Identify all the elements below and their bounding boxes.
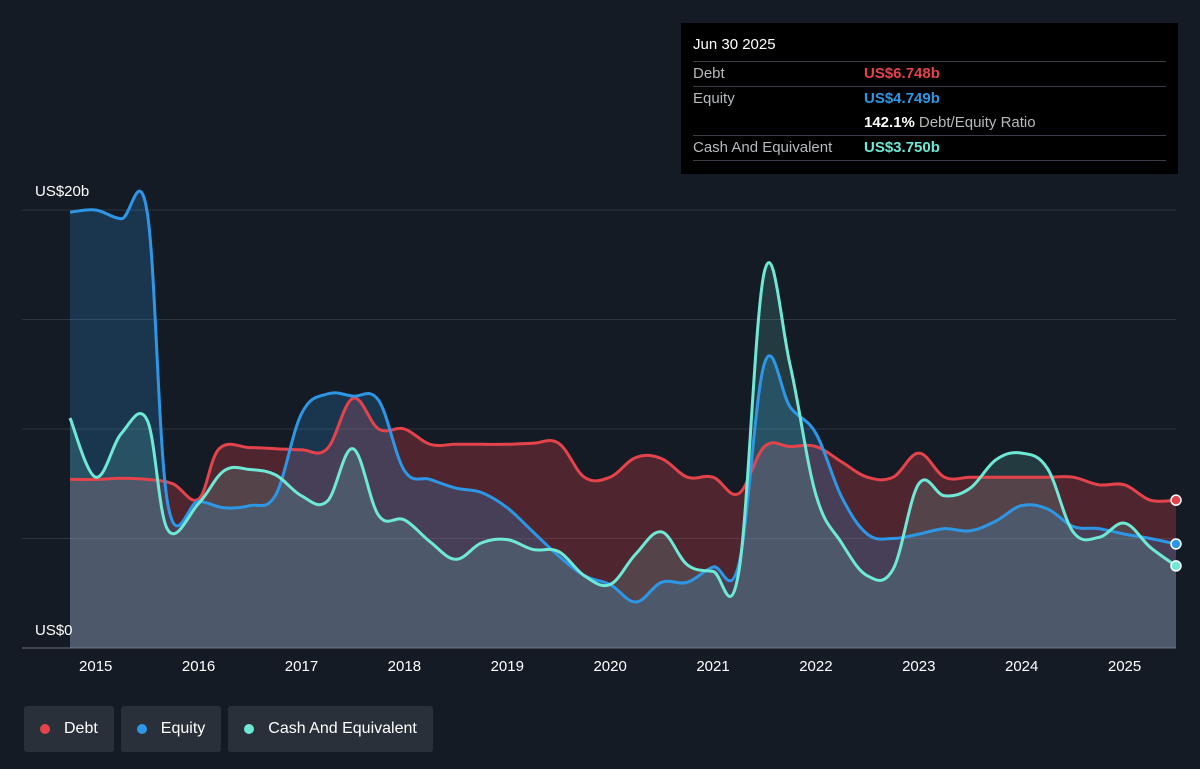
equity-area [70,191,1176,648]
tooltip-date: Jun 30 2025 [693,36,776,53]
cash-dot-icon [244,724,255,734]
legend-item-equity[interactable]: Equity [120,706,222,752]
x-tick-2021: 2021 [696,658,730,675]
y-axis-min-label: US$0 [35,622,73,639]
x-tick-2020: 2020 [593,658,627,675]
legend-equity-label: Equity [160,720,206,737]
debt-line [69,396,1177,503]
tooltip-debt-row: Debt US$6.748b [693,61,1166,86]
tooltip-equity-value: US$4.749b [864,90,940,107]
x-tick-2023: 2023 [902,658,936,675]
tooltip-ratio-value: 142.1% [864,114,915,131]
hover-tooltip: Jun 30 2025 Debt US$6.748b Equity US$4.7… [681,23,1178,174]
legend-item-debt[interactable]: Debt [24,706,114,752]
legend-debt-label: Debt [64,720,98,737]
x-tick-2022: 2022 [799,658,833,675]
gridlines [22,209,1176,649]
y-axis-max-label: US$20b [35,183,90,200]
cash-and-equivalent-end-point [1170,560,1182,572]
tooltip-equity-label: Equity [693,90,735,107]
x-tick-2018: 2018 [387,658,422,675]
equity-dot-icon [136,724,147,734]
x-tick-2024: 2024 [1004,658,1039,675]
x-tick-2015: 2015 [79,658,113,675]
tooltip-ratio-label: Debt/Equity Ratio [918,114,1036,131]
debt-dot-icon [40,724,50,734]
tooltip-ratio-row: 142.1% Debt/Equity Ratio [693,111,1166,135]
equity-end-point [1170,538,1182,550]
x-tick-2016: 2016 [181,658,216,675]
tooltip-divider [693,160,1166,161]
x-tick-2017: 2017 [284,658,319,675]
equity-line [69,189,1177,604]
legend-item-cash[interactable]: Cash And Equivalent [228,706,433,752]
x-tick-2019: 2019 [490,658,524,675]
x-tick-2025: 2025 [1107,658,1142,675]
tooltip-cash-label: Cash And Equivalent [693,139,833,156]
tooltip-debt-value: US$6.748b [864,65,940,82]
tooltip-equity-row: Equity US$4.749b [693,86,1166,111]
debt-area [70,398,1176,648]
cash-and-equivalent-line [68,261,1177,598]
tooltip-debt-label: Debt [693,65,725,82]
tooltip-cash-value: US$3.750b [864,139,940,156]
series-end-markers [1170,494,1182,572]
tooltip-cash-row: Cash And Equivalent US$3.750b [693,135,1166,160]
chart-legend: Debt Equity Cash And Equivalent [24,706,433,752]
series-areas [70,191,1176,648]
debt-end-point [1170,494,1182,506]
legend-cash-label: Cash And Equivalent [268,720,417,737]
series-lines [68,189,1177,604]
